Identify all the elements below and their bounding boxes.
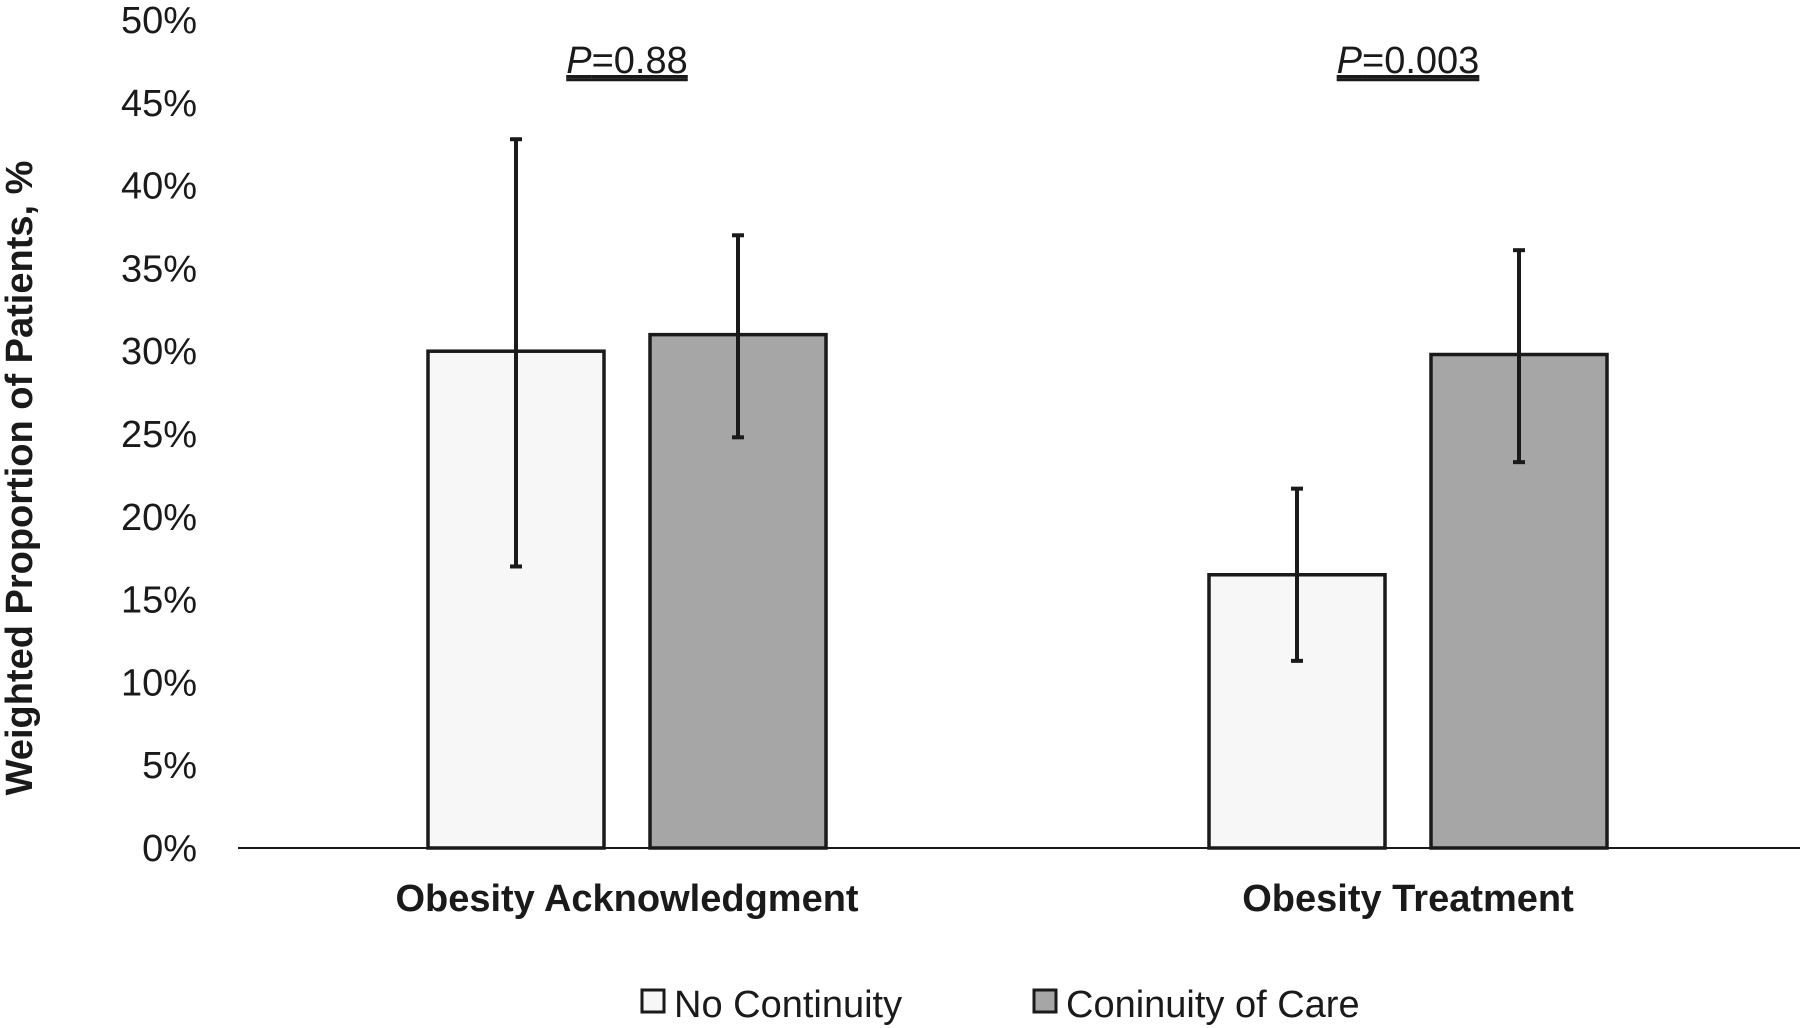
y-tick-label: 20% xyxy=(121,497,197,539)
error-bar xyxy=(1291,486,1303,663)
y-tick-label: 0% xyxy=(142,828,197,870)
p-symbol: P xyxy=(1337,40,1363,82)
category-label: Obesity Treatment xyxy=(1242,878,1574,920)
p-value: =0.88 xyxy=(592,40,688,82)
y-tick-label: 35% xyxy=(121,248,197,290)
legend-item: Coninuity of Care xyxy=(1032,984,1360,1026)
legend: No Continuity Coninuity of Care xyxy=(640,984,1360,1026)
error-bar xyxy=(732,233,744,440)
p-value-annotation: P=0.88 xyxy=(566,40,688,82)
y-tick-label: 50% xyxy=(121,0,197,42)
legend-label: No Continuity xyxy=(674,984,902,1026)
y-tick-label: 5% xyxy=(142,745,197,787)
y-tick-label: 10% xyxy=(121,662,197,704)
y-axis-label: Weighted Proportion of Patients, % xyxy=(0,161,41,796)
y-tick-label: 30% xyxy=(121,331,197,373)
legend-swatch xyxy=(1032,988,1058,1014)
p-symbol: P xyxy=(566,40,592,82)
p-value-annotations: P=0.88 P=0.003 xyxy=(566,40,1480,82)
error-bar xyxy=(1513,248,1525,465)
legend-swatch xyxy=(640,988,666,1014)
y-axis-ticks: 0% 5% 10% 15% 20% 25% 30% 35% 40% 45% 50% xyxy=(121,0,197,870)
y-tick-label: 25% xyxy=(121,414,197,456)
p-value-annotation: P=0.003 xyxy=(1337,40,1480,82)
error-bar xyxy=(510,137,522,569)
category-label: Obesity Acknowledgment xyxy=(395,878,858,920)
legend-item: No Continuity xyxy=(640,984,902,1026)
error-bars xyxy=(510,137,1525,663)
y-tick-label: 15% xyxy=(121,580,197,622)
p-value: =0.003 xyxy=(1362,40,1479,82)
category-labels: Obesity Acknowledgment Obesity Treatment xyxy=(395,878,1574,920)
legend-label: Coninuity of Care xyxy=(1066,984,1360,1026)
bars xyxy=(426,332,1609,850)
y-tick-label: 40% xyxy=(121,166,197,208)
y-tick-label: 45% xyxy=(121,83,197,125)
